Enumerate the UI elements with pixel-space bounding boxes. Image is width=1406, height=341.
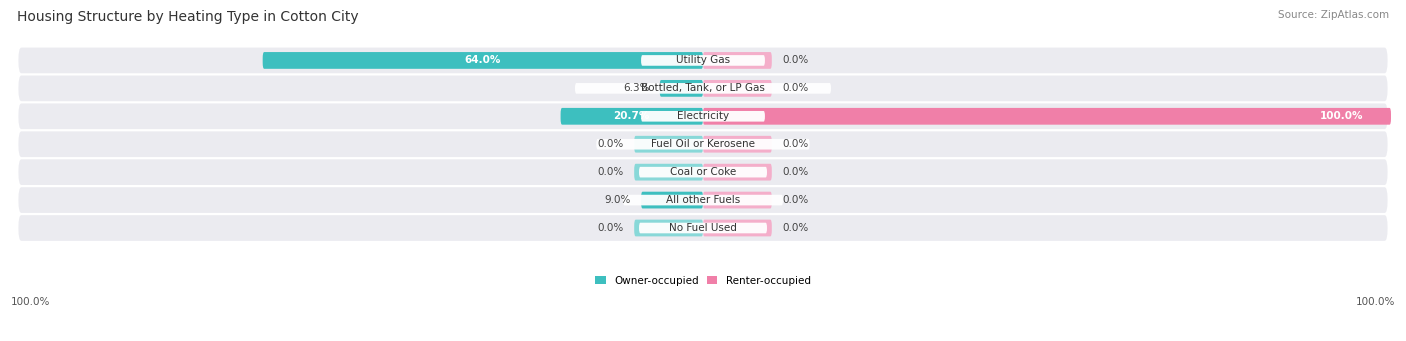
Text: 100.0%: 100.0% (1355, 297, 1395, 307)
FancyBboxPatch shape (703, 220, 772, 236)
Text: 20.7%: 20.7% (613, 111, 650, 121)
Text: 0.0%: 0.0% (782, 195, 808, 205)
Text: Utility Gas: Utility Gas (676, 56, 730, 65)
Text: 6.3%: 6.3% (623, 83, 650, 93)
Text: 0.0%: 0.0% (782, 167, 808, 177)
Text: Fuel Oil or Kerosene: Fuel Oil or Kerosene (651, 139, 755, 149)
Text: All other Fuels: All other Fuels (666, 195, 740, 205)
FancyBboxPatch shape (18, 131, 1388, 157)
FancyBboxPatch shape (623, 195, 783, 205)
FancyBboxPatch shape (18, 187, 1388, 213)
Text: 0.0%: 0.0% (782, 139, 808, 149)
Text: 0.0%: 0.0% (598, 223, 624, 233)
FancyBboxPatch shape (634, 164, 703, 180)
FancyBboxPatch shape (575, 83, 831, 94)
FancyBboxPatch shape (641, 55, 765, 66)
FancyBboxPatch shape (634, 220, 703, 236)
Text: 0.0%: 0.0% (598, 167, 624, 177)
FancyBboxPatch shape (18, 75, 1388, 101)
Text: 0.0%: 0.0% (598, 139, 624, 149)
FancyBboxPatch shape (638, 223, 768, 233)
Text: Housing Structure by Heating Type in Cotton City: Housing Structure by Heating Type in Cot… (17, 10, 359, 24)
Text: 100.0%: 100.0% (1320, 111, 1364, 121)
FancyBboxPatch shape (703, 192, 772, 208)
Text: 0.0%: 0.0% (782, 83, 808, 93)
FancyBboxPatch shape (596, 139, 810, 149)
Text: Bottled, Tank, or LP Gas: Bottled, Tank, or LP Gas (641, 83, 765, 93)
Text: Source: ZipAtlas.com: Source: ZipAtlas.com (1278, 10, 1389, 20)
Text: 100.0%: 100.0% (11, 297, 51, 307)
FancyBboxPatch shape (638, 167, 768, 177)
FancyBboxPatch shape (18, 159, 1388, 185)
Text: 0.0%: 0.0% (782, 56, 808, 65)
Text: 64.0%: 64.0% (464, 56, 501, 65)
FancyBboxPatch shape (641, 192, 703, 208)
Text: 0.0%: 0.0% (782, 223, 808, 233)
FancyBboxPatch shape (703, 108, 1391, 125)
FancyBboxPatch shape (561, 108, 703, 125)
FancyBboxPatch shape (703, 136, 772, 153)
FancyBboxPatch shape (703, 52, 772, 69)
Text: No Fuel Used: No Fuel Used (669, 223, 737, 233)
FancyBboxPatch shape (703, 164, 772, 180)
FancyBboxPatch shape (18, 48, 1388, 73)
FancyBboxPatch shape (641, 111, 765, 122)
FancyBboxPatch shape (18, 103, 1388, 129)
Text: Electricity: Electricity (676, 111, 730, 121)
Text: 9.0%: 9.0% (605, 195, 631, 205)
FancyBboxPatch shape (263, 52, 703, 69)
FancyBboxPatch shape (18, 215, 1388, 241)
Legend: Owner-occupied, Renter-occupied: Owner-occupied, Renter-occupied (595, 276, 811, 286)
FancyBboxPatch shape (634, 136, 703, 153)
Text: Coal or Coke: Coal or Coke (669, 167, 737, 177)
FancyBboxPatch shape (659, 80, 703, 97)
FancyBboxPatch shape (703, 80, 772, 97)
